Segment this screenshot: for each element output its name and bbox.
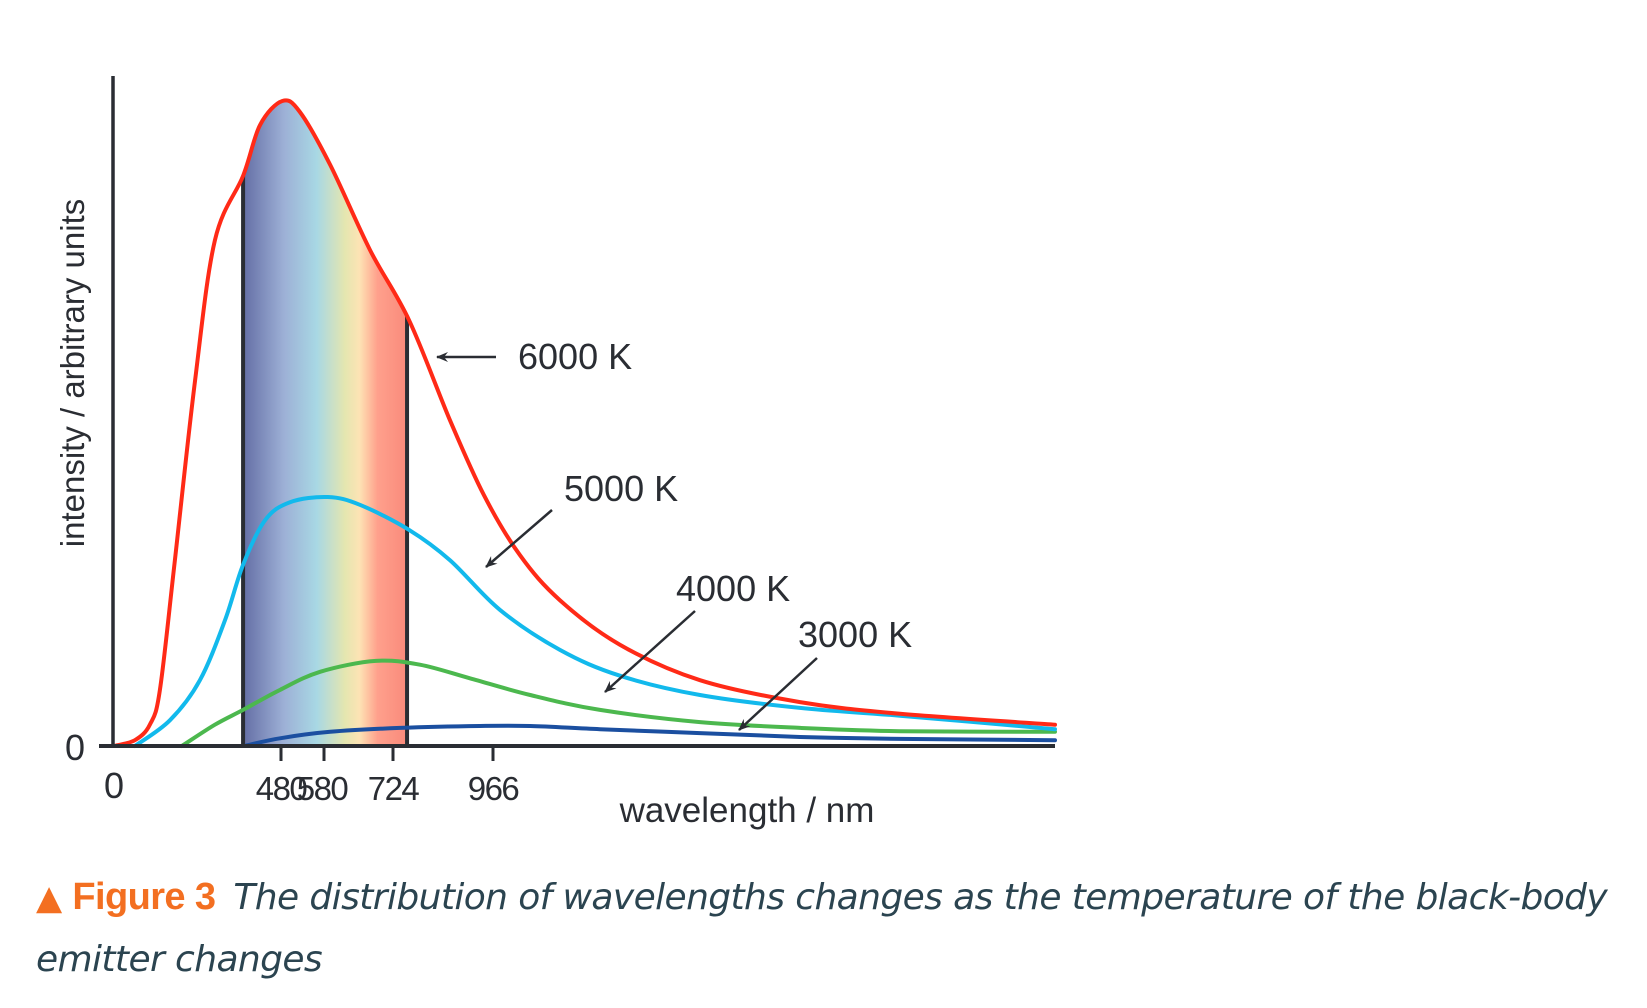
arrow-3000k [738, 657, 818, 731]
arrow-4000k [604, 610, 696, 693]
y-axis-label: intensity / arbitrary units [54, 199, 91, 547]
x-axis-label: wavelength / nm [619, 791, 875, 830]
series-line-4000k [179, 658, 1057, 748]
visible-spectrum-band [241, 100, 410, 746]
series-lines [112, 98, 1057, 748]
temperature-annotations: 6000 K 5000 K 4000 K 3000 K [436, 336, 912, 731]
figure-number: Figure 3 [72, 876, 216, 918]
label-3000k: 3000 K [798, 614, 912, 655]
x-tick-label-966: 966 [468, 770, 519, 807]
figure-caption: ▲ Figure 3 The distribution of wavelength… [36, 866, 1636, 991]
caption-text: The distribution of wavelengths changes … [36, 877, 1608, 980]
x-tick-label-724: 724 [368, 770, 420, 807]
label-5000k: 5000 K [564, 468, 678, 509]
x-origin-label: 0 [104, 765, 124, 806]
series-line-3000k [242, 723, 1057, 748]
series-line-6000k [112, 98, 1057, 748]
x-tick-label-480: 480 [256, 770, 308, 807]
label-6000k: 6000 K [518, 336, 632, 377]
label-4000k: 4000 K [676, 568, 790, 609]
y-origin-label: 0 [65, 727, 85, 768]
series-line-5000k [132, 494, 1057, 748]
x-tick-label-580: 580 [297, 770, 349, 807]
spectrum-fill [243, 100, 408, 746]
arrow-5000k [485, 509, 553, 568]
triangle-marker-icon: ▲ [36, 878, 62, 918]
